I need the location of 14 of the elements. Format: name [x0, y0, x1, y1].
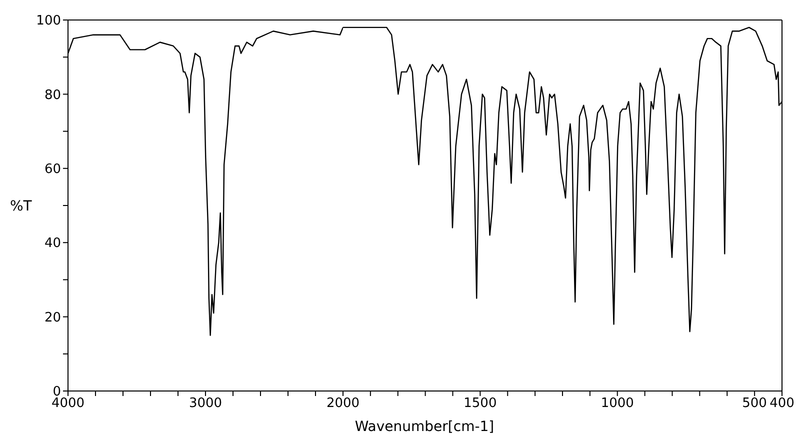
x-tick-label: 4000 — [51, 396, 85, 412]
x-tick-label: 500 — [742, 396, 767, 412]
y-tick-label: 60 — [44, 162, 61, 178]
x-axis-title: Wavenumber[cm-1] — [354, 419, 494, 435]
x-tick-label: 1000 — [600, 396, 634, 412]
x-tick-label: 2000 — [326, 396, 360, 412]
y-tick-label: 40 — [44, 236, 61, 252]
x-tick-label: 3000 — [188, 396, 222, 412]
y-tick-label: 20 — [44, 310, 61, 326]
x-tick-label: 1500 — [464, 396, 497, 412]
y-tick-label: 100 — [36, 14, 61, 29]
y-axis-title: %T — [10, 198, 32, 214]
y-tick-label: 80 — [44, 88, 61, 103]
x-tick-label: 400 — [770, 396, 794, 412]
